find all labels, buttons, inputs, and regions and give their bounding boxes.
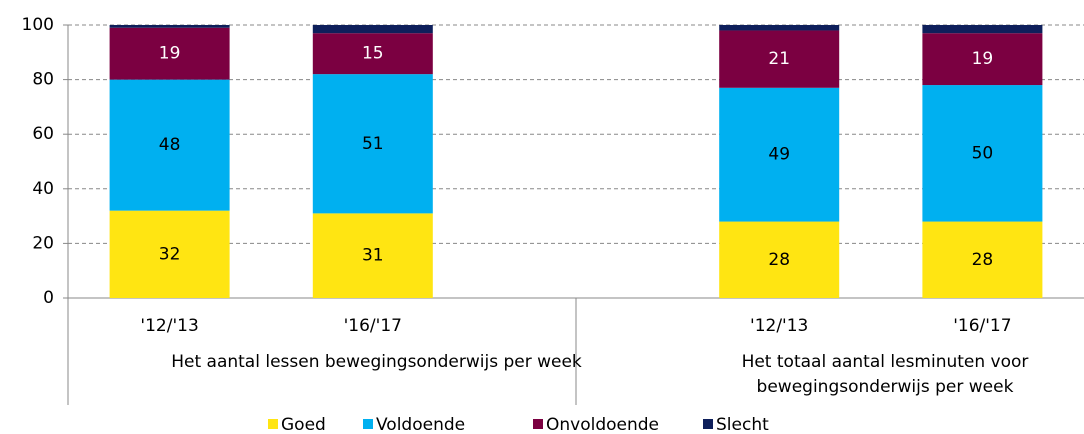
bar-segment [719, 30, 840, 88]
group-label: Het totaal aantal lesminuten voor bewegi… [741, 352, 1029, 397]
data-label: 19 [972, 49, 994, 69]
x-tick-label: '12/'13 [750, 316, 808, 336]
legend-label: Onvoldoende [546, 415, 659, 434]
legend-label: Voldoende [376, 415, 465, 434]
bar-segment [922, 25, 1043, 34]
data-label: 28 [768, 250, 790, 270]
y-tick-label: 40 [32, 179, 54, 199]
bar-segment [312, 25, 433, 34]
data-label: 32 [159, 244, 181, 264]
data-label: 50 [972, 143, 994, 163]
bar-segment [312, 213, 433, 298]
legend-label: Goed [281, 415, 326, 434]
y-tick-label: 80 [32, 70, 54, 90]
bar-segment [719, 25, 840, 31]
bar-segment [109, 27, 230, 80]
y-tick-label: 100 [22, 15, 54, 35]
data-label: 19 [159, 44, 181, 64]
x-tick-label: '16/'17 [953, 316, 1011, 336]
y-tick-label: 60 [32, 124, 54, 144]
y-tick-label: 20 [32, 233, 54, 253]
data-label: 51 [362, 134, 384, 154]
group-label: Het aantal lessen bewegingsonderwijs per… [171, 352, 582, 372]
bar-segment [922, 221, 1043, 298]
bar-segment [312, 74, 433, 214]
bar-segment [312, 33, 433, 75]
data-label: 21 [768, 49, 790, 69]
legend-swatch [703, 419, 713, 429]
bar-segment [109, 25, 230, 28]
bar-segment [109, 79, 230, 211]
legend-label: Slecht [716, 415, 769, 434]
bar-segment [719, 221, 840, 298]
bar-segment [922, 33, 1043, 86]
data-label: 49 [768, 145, 790, 165]
legend-swatch [268, 419, 278, 429]
data-label: 28 [972, 250, 994, 270]
y-tick-label: 0 [43, 288, 54, 308]
bar-segment [109, 210, 230, 298]
legend-swatch [363, 419, 373, 429]
bar-segment [719, 87, 840, 222]
legend-swatch [533, 419, 543, 429]
data-label: 31 [362, 246, 384, 266]
bar-segment [922, 85, 1043, 222]
data-label: 48 [159, 135, 181, 155]
x-tick-label: '12/'13 [140, 316, 198, 336]
x-tick-label: '16/'17 [344, 316, 402, 336]
data-label: 15 [362, 44, 384, 64]
